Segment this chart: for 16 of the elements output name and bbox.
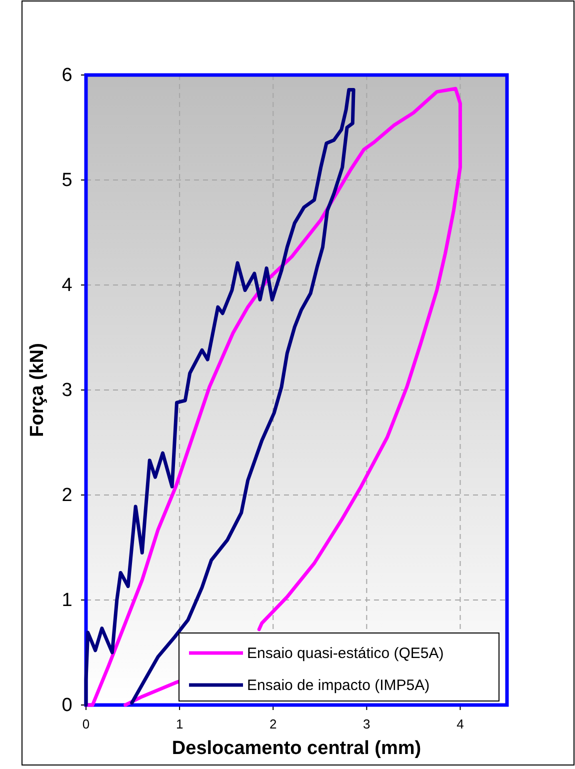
- y-tick-label: 4: [62, 275, 73, 296]
- y-tick-label: 1: [62, 590, 72, 612]
- y-tick-label: 5: [62, 170, 72, 192]
- legend-label: Ensaio de impacto (IMP5A): [247, 677, 430, 694]
- x-axis-title: Deslocamento central (mm): [172, 738, 422, 759]
- x-tick-label: 0: [82, 716, 90, 732]
- x-tick-label: 3: [363, 716, 370, 732]
- y-tick-label: 0: [62, 695, 72, 716]
- y-tick-label: 6: [62, 65, 72, 86]
- x-tick-label: 4: [456, 716, 464, 732]
- x-tick-label: 1: [176, 716, 184, 732]
- y-axis-title: Força (kN): [27, 343, 48, 437]
- y-tick-label: 2: [62, 485, 72, 506]
- legend-label: Ensaio quasi-estático (QE5A): [247, 645, 444, 662]
- x-tick-label: 2: [269, 716, 277, 732]
- y-tick-label: 3: [62, 380, 72, 402]
